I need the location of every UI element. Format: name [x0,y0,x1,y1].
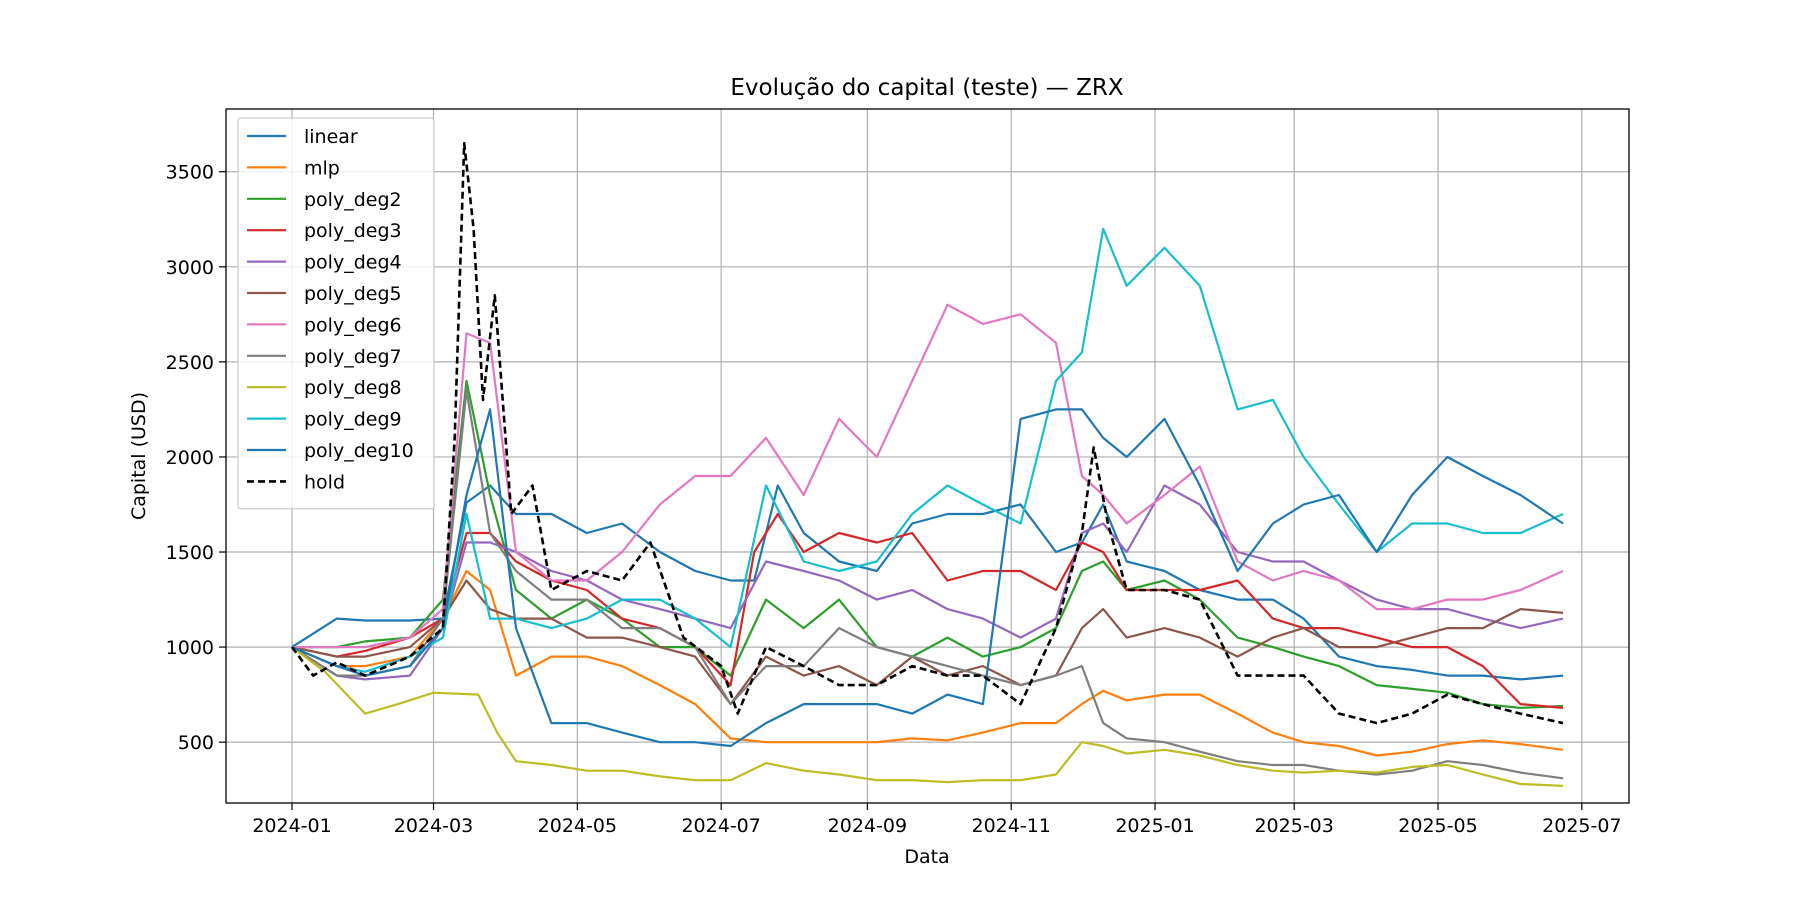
y-tick-label: 1000 [166,637,214,659]
x-axis-label: Data [904,846,949,868]
series-line-poly-deg3 [291,512,1564,709]
x-tick-label: 2025-01 [1115,815,1194,837]
x-tick-label: 2024-07 [681,815,760,837]
legend-label: linear [304,126,358,148]
legend: linear mlp poly_deg2 poly_deg3 poly_deg4poly… [237,117,435,510]
grid [226,109,1629,803]
plot-frame [225,108,1630,804]
legend-label: poly_deg7 [304,346,402,368]
series-line-poly-deg10 [291,408,1564,748]
y-tick-label: 3000 [166,257,214,279]
series-line-poly-deg5 [291,579,1564,706]
y-tick-label: 3500 [166,162,214,184]
y-tick-label: 2000 [166,447,214,469]
legend-label: poly_deg6 [304,314,402,336]
x-tick-label: 2025-03 [1254,815,1333,837]
series-line-hold [290,141,1564,725]
series-line-linear [291,484,1564,681]
x-tick-label: 2024-03 [394,815,473,837]
x-tick-label: 2024-09 [828,815,907,837]
series-line-poly-deg8 [291,646,1564,787]
legend-label: poly_deg9 [304,409,402,431]
legend-label: poly_deg8 [304,377,402,399]
legend-label: poly_deg3 [304,220,402,242]
chart-title: Evolução do capital (teste) — ZRX [730,75,1123,101]
x-tick-label: 2024-11 [972,815,1051,837]
y-tick-label: 500 [178,732,214,754]
x-axis: 2024-01 2024-03 2024-05 2024-07 2024-09 2024-… [252,803,1622,837]
series-line-poly-deg6 [292,303,1564,649]
x-tick-label: 2024-01 [252,815,331,837]
series-line-mlp [291,569,1564,757]
x-tick-label: 2025-05 [1398,815,1477,837]
legend-label: poly_deg5 [304,283,402,305]
legend-label: mlp [304,157,340,179]
x-tick-label: 2024-05 [538,815,617,837]
series-line-poly-deg2 [292,379,1564,710]
x-tick-label: 2025-07 [1542,815,1621,837]
plot-area [226,109,1629,803]
y-tick-label: 1500 [166,542,214,564]
legend-box [237,117,435,510]
y-axis: 500 1000 1500 2000 2500 3000 3500 [166,162,226,754]
y-axis-label: Capital (USD) [128,392,150,520]
series-group [290,141,1564,787]
legend-label: hold [304,471,345,493]
series-line-poly-deg7 [291,389,1564,780]
y-tick-label: 2500 [166,352,214,374]
series-line-poly-deg4 [291,484,1564,681]
legend-label: poly_deg4 [304,252,402,274]
legend-label: poly_deg10 [304,440,414,462]
legend-label: poly_deg2 [304,189,402,211]
